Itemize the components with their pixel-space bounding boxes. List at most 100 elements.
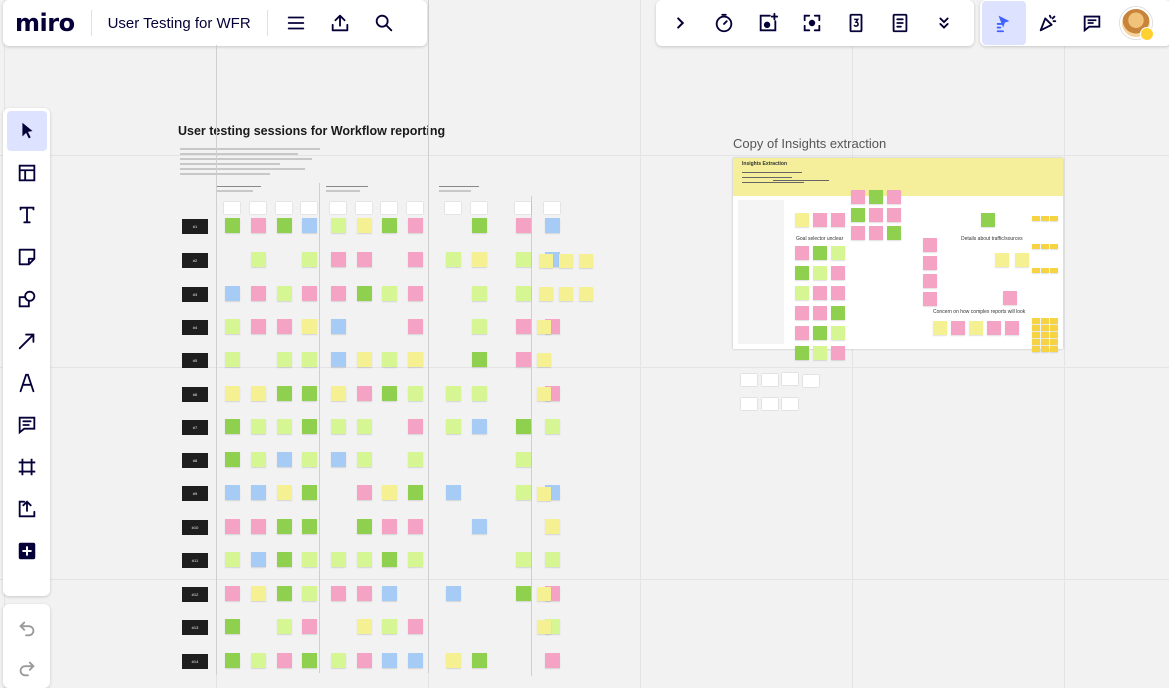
- session-label[interactable]: #8: [182, 453, 208, 468]
- undo-icon[interactable]: [5, 608, 49, 648]
- sticky-note[interactable]: [225, 485, 240, 500]
- sticky-note[interactable]: [933, 321, 947, 335]
- board-title[interactable]: User Testing for WFR: [107, 14, 251, 32]
- sticky-note[interactable]: [923, 256, 937, 270]
- sticky-note[interactable]: [579, 287, 593, 301]
- sticky-note[interactable]: [795, 266, 809, 280]
- sticky-note[interactable]: [1041, 244, 1049, 249]
- session-label[interactable]: #10: [182, 520, 208, 535]
- cursor-share-icon[interactable]: [982, 1, 1026, 45]
- sticky-note[interactable]: [537, 487, 551, 501]
- sticky-note[interactable]: [302, 252, 317, 267]
- session-label[interactable]: #13: [182, 620, 208, 635]
- sticky-note[interactable]: [225, 586, 240, 601]
- sticky-note[interactable]: [969, 321, 983, 335]
- sticky-note[interactable]: [277, 218, 292, 233]
- sticky-note[interactable]: [545, 519, 560, 534]
- upload-icon[interactable]: [318, 1, 362, 45]
- sticky-note[interactable]: [382, 485, 397, 500]
- sticky-note[interactable]: [382, 286, 397, 301]
- sticky-note[interactable]: [302, 485, 317, 500]
- session-label[interactable]: #4: [182, 320, 208, 335]
- sticky-note[interactable]: [516, 419, 531, 434]
- sticky-note[interactable]: [331, 552, 346, 567]
- sticky-note[interactable]: [357, 419, 372, 434]
- sticky-note[interactable]: [331, 419, 346, 434]
- sticky-note[interactable]: [251, 485, 266, 500]
- sticky-note[interactable]: [1032, 244, 1040, 249]
- sticky-note[interactable]: [225, 218, 240, 233]
- sticky-note[interactable]: [472, 286, 487, 301]
- sticky-note[interactable]: [357, 218, 372, 233]
- sticky-note[interactable]: [545, 218, 560, 233]
- sticky-note[interactable]: [1015, 253, 1029, 267]
- miro-logo[interactable]: miro: [15, 9, 75, 37]
- sticky-note[interactable]: [357, 286, 372, 301]
- sticky-note[interactable]: [537, 353, 551, 367]
- sticky-note[interactable]: [516, 586, 531, 601]
- sticky-note[interactable]: [277, 452, 292, 467]
- text-tool-icon[interactable]: [7, 195, 47, 235]
- sticky-note[interactable]: [302, 352, 317, 367]
- sticky-note[interactable]: [225, 452, 240, 467]
- sticky-note[interactable]: [446, 386, 461, 401]
- menu-icon[interactable]: [274, 1, 318, 45]
- search-icon[interactable]: [362, 1, 406, 45]
- sticky-note[interactable]: [331, 352, 346, 367]
- sticky-note[interactable]: [302, 519, 317, 534]
- sticky-note[interactable]: [1032, 216, 1040, 221]
- sticky-note[interactable]: [357, 619, 372, 634]
- sticky-note[interactable]: [1032, 325, 1040, 331]
- sticky-note[interactable]: [516, 485, 531, 500]
- sticky-note[interactable]: [302, 552, 317, 567]
- sticky-note[interactable]: [302, 452, 317, 467]
- sticky-note[interactable]: [251, 419, 266, 434]
- sticky-note[interactable]: [225, 319, 240, 334]
- sticky-note[interactable]: [357, 452, 372, 467]
- sticky-note[interactable]: [1041, 325, 1049, 331]
- sticky-note[interactable]: [446, 485, 461, 500]
- session-label[interactable]: #6: [182, 387, 208, 402]
- insights-frame[interactable]: Insights Extraction Goal selector unclea…: [733, 158, 1063, 360]
- sticky-note[interactable]: [1041, 339, 1049, 345]
- sticky-note[interactable]: [408, 653, 423, 668]
- add-card-icon[interactable]: [746, 1, 790, 45]
- sticky-note[interactable]: [331, 286, 346, 301]
- sticky-note[interactable]: [813, 346, 827, 360]
- sticky-note[interactable]: [1003, 291, 1017, 305]
- sticky-note[interactable]: [1032, 332, 1040, 338]
- sticky-note[interactable]: [1050, 339, 1058, 345]
- session-label[interactable]: #12: [182, 587, 208, 602]
- sticky-note[interactable]: [472, 419, 487, 434]
- shapes-icon[interactable]: [7, 279, 47, 319]
- sticky-note[interactable]: [869, 208, 883, 222]
- sticky-note[interactable]: [1032, 268, 1040, 273]
- sticky-note[interactable]: [357, 352, 372, 367]
- sticky-note[interactable]: [251, 452, 266, 467]
- number-three-icon[interactable]: [834, 1, 878, 45]
- sticky-note[interactable]: [795, 286, 809, 300]
- sticky-note[interactable]: [277, 286, 292, 301]
- pen-tool-icon[interactable]: [7, 363, 47, 403]
- sticky-note[interactable]: [277, 653, 292, 668]
- sticky-note[interactable]: [277, 519, 292, 534]
- sticky-note[interactable]: [923, 238, 937, 252]
- sticky-note[interactable]: [851, 226, 865, 240]
- sticky-note[interactable]: [1041, 216, 1049, 221]
- chevrons-down-icon[interactable]: [922, 1, 966, 45]
- sticky-note[interactable]: [382, 386, 397, 401]
- sticky-note[interactable]: [302, 218, 317, 233]
- sticky-note[interactable]: [1050, 325, 1058, 331]
- sticky-note[interactable]: [1005, 321, 1019, 335]
- sticky-note[interactable]: [537, 587, 551, 601]
- sticky-note[interactable]: [813, 246, 827, 260]
- session-label[interactable]: #1: [182, 219, 208, 234]
- sticky-note[interactable]: [277, 485, 292, 500]
- sticky-note[interactable]: [795, 246, 809, 260]
- sticky-note[interactable]: [382, 552, 397, 567]
- sticky-note[interactable]: [251, 653, 266, 668]
- sticky-note[interactable]: [981, 213, 995, 227]
- sticky-note[interactable]: [408, 519, 423, 534]
- sticky-note[interactable]: [831, 246, 845, 260]
- sticky-note[interactable]: [446, 419, 461, 434]
